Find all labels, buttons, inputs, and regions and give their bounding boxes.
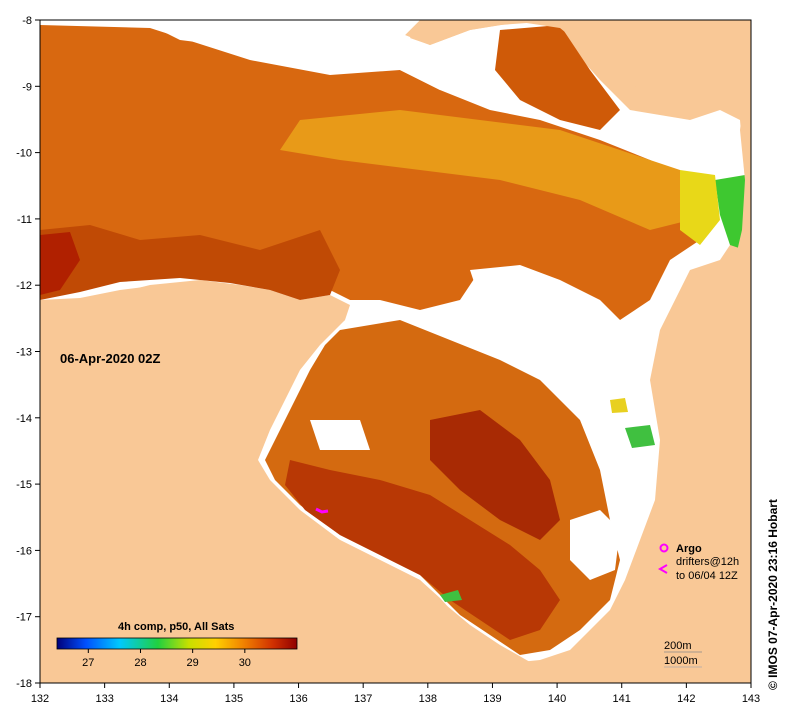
colorbar-tick-label: 30 <box>239 657 251 669</box>
colorbar: 4h comp, p50, All Sats 27 28 29 30 <box>56 621 298 669</box>
x-axis: 132 133 134 135 136 137 138 139 140 141 142 143 <box>31 683 760 705</box>
x-tick-label: 136 <box>289 693 307 705</box>
y-tick-label: -18 <box>16 678 32 690</box>
x-tick-label: 132 <box>31 693 49 705</box>
x-tick-label: 141 <box>613 693 631 705</box>
y-tick-label: -12 <box>16 280 32 292</box>
float-legend: Argo drifters@12h to 06/04 12Z <box>657 543 739 582</box>
depth-legend: 200m 1000m <box>664 640 702 668</box>
depth-200m-label: 200m <box>664 640 692 652</box>
land-arnhem <box>40 280 751 683</box>
x-tick-label: 142 <box>677 693 695 705</box>
x-tick-label: 134 <box>160 693 178 705</box>
credit-label: © IMOS 07-Apr-2020 23:16 Hobart <box>766 499 780 690</box>
y-tick-label: -8 <box>22 15 32 27</box>
drifter-symbol-icon <box>657 564 668 574</box>
x-tick-label: 133 <box>95 693 113 705</box>
drifter-track <box>315 507 329 514</box>
sst-field-east-dark <box>430 410 560 540</box>
depth-1000m-label: 1000m <box>664 655 698 667</box>
cloud-patch-4 <box>140 20 470 90</box>
y-tick-label: -13 <box>16 347 32 359</box>
y-axis: -8 -9 -10 -11 -12 -13 -14 -15 -16 -17 -18 <box>16 15 40 690</box>
colorbar-ticks: 27 28 29 30 <box>82 649 251 669</box>
cloud-patch-1 <box>470 265 640 390</box>
sst-field-west-dark <box>40 232 80 295</box>
drifters-label-line1: drifters@12h <box>676 556 739 568</box>
cloud-patch-3 <box>570 510 620 580</box>
x-tick-label: 140 <box>548 693 566 705</box>
colorbar-tick-label: 29 <box>187 657 199 669</box>
y-tick-label: -11 <box>17 214 32 226</box>
x-tick-label: 138 <box>419 693 437 705</box>
sst-field-green-small <box>440 590 462 602</box>
sst-field-green-east <box>715 175 745 250</box>
timestamp-label: 06-Apr-2020 02Z <box>60 351 160 366</box>
sst-field-north <box>495 25 620 130</box>
cloud-patch-2 <box>310 420 370 450</box>
colorbar-title: 4h comp, p50, All Sats <box>118 621 234 633</box>
land-cape-york <box>735 90 751 290</box>
y-tick-label: -15 <box>16 479 32 491</box>
y-tick-label: -16 <box>16 545 32 557</box>
y-tick-label: -14 <box>16 413 32 425</box>
colorbar-gradient <box>56 637 298 650</box>
sst-field-westband <box>40 225 340 300</box>
land-new-guinea <box>410 20 751 110</box>
x-tick-label: 135 <box>225 693 243 705</box>
x-tick-label: 143 <box>742 693 760 705</box>
colorbar-tick-label: 27 <box>82 657 94 669</box>
sst-field-green-patch <box>625 425 655 448</box>
sst-field-light <box>280 110 690 230</box>
colorbar-tick-label: 28 <box>134 657 146 669</box>
drifters-label-line2: to 06/04 12Z <box>676 570 738 582</box>
argo-label: Argo <box>676 543 702 555</box>
x-tick-label: 139 <box>483 693 501 705</box>
y-tick-label: -17 <box>16 612 32 624</box>
sst-field-yellow-small <box>610 398 628 413</box>
y-tick-label: -10 <box>16 148 32 160</box>
y-tick-label: -9 <box>22 81 32 93</box>
argo-symbol-icon <box>659 543 669 553</box>
sst-field-yellow-east <box>680 170 720 245</box>
x-tick-label: 137 <box>354 693 372 705</box>
sst-field-south-dark <box>285 460 560 640</box>
